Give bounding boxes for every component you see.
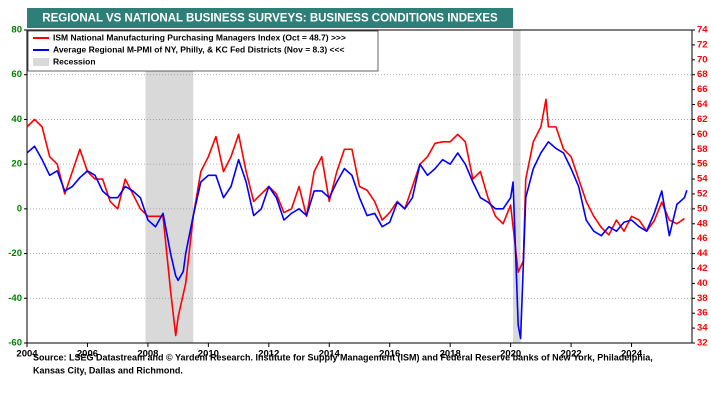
- source-note: Source: LSEG Datastream and © Yardeni Re…: [33, 352, 653, 362]
- y2-tick-label: 58: [697, 144, 708, 155]
- y2-tick-label: 72: [697, 39, 708, 50]
- x-tick-label: 2020: [500, 349, 521, 360]
- y-tick-label: 40: [11, 114, 22, 125]
- y2-tick-label: 60: [697, 129, 708, 140]
- y2-tick-label: 44: [697, 248, 708, 259]
- y-tick-label: -40: [8, 293, 22, 304]
- y2-tick-label: 64: [697, 99, 708, 110]
- y2-tick-label: 36: [697, 308, 708, 319]
- x-tick-label: 2006: [77, 349, 98, 360]
- legend-label: Recession: [53, 56, 96, 66]
- recession-band: [513, 30, 521, 343]
- x-tick-label: 2010: [198, 349, 219, 360]
- legend-label: ISM National Manufacturing Purchasing Ma…: [53, 32, 346, 42]
- x-tick-label: 2022: [561, 349, 582, 360]
- y2-tick-label: 38: [697, 293, 708, 304]
- x-tick-label: 2018: [440, 349, 461, 360]
- x-tick-label: 2012: [258, 349, 279, 360]
- y-tick-label: 0: [17, 203, 22, 214]
- y2-tick-label: 62: [697, 114, 708, 125]
- y-tick-label: -60: [8, 338, 22, 349]
- y2-tick-label: 48: [697, 218, 708, 229]
- y2-tick-label: 32: [697, 338, 708, 349]
- y-tick-label: 60: [11, 69, 22, 80]
- plot-area: -60 -40 -20 0 20 40 60 80 32 34 36 38 40 42 44 46 48 50 52…: [8, 25, 708, 360]
- data-line: [26, 98, 685, 337]
- y2-tick-label: 46: [697, 233, 708, 244]
- y2-tick-label: 56: [697, 159, 708, 170]
- legend-swatch: [33, 58, 49, 66]
- y2-tick-label: 68: [697, 69, 708, 80]
- legend-box: [27, 30, 379, 72]
- recession-band: [145, 30, 194, 343]
- plot-border: [26, 29, 693, 344]
- y2-tick-label: 42: [697, 263, 708, 274]
- data-line: [26, 140, 688, 340]
- legend-label: Average Regional M-PMI of NY, Philly, & …: [53, 44, 344, 54]
- y2-tick-label: 50: [697, 203, 708, 214]
- title-box: [27, 8, 513, 28]
- x-tick-label: 2024: [621, 349, 643, 360]
- y2-tick-label: 54: [697, 174, 708, 185]
- x-tick-label: 2008: [137, 349, 158, 360]
- legend: ISM National Manufacturing Purchasing Ma…: [27, 30, 379, 72]
- y-tick-label: 20: [11, 159, 22, 170]
- y2-tick-label: 34: [697, 323, 708, 334]
- y-tick-label: 80: [11, 25, 22, 36]
- x-tick-label: 2016: [379, 349, 400, 360]
- y2-tick-label: 40: [697, 278, 708, 289]
- y2-tick-label: 70: [697, 54, 708, 65]
- source-note: Kansas City, Dallas and Richmond.: [33, 365, 183, 375]
- x-tick-label: 2014: [319, 349, 341, 360]
- x-tick-label: 2004: [16, 349, 38, 360]
- chart-title: REGIONAL VS NATIONAL BUSINESS SURVEYS: B…: [42, 13, 498, 25]
- y2-tick-label: 66: [697, 84, 708, 95]
- y-tick-label: -20: [8, 248, 22, 259]
- y2-tick-label: 52: [697, 188, 708, 199]
- y2-tick-label: 74: [697, 25, 708, 36]
